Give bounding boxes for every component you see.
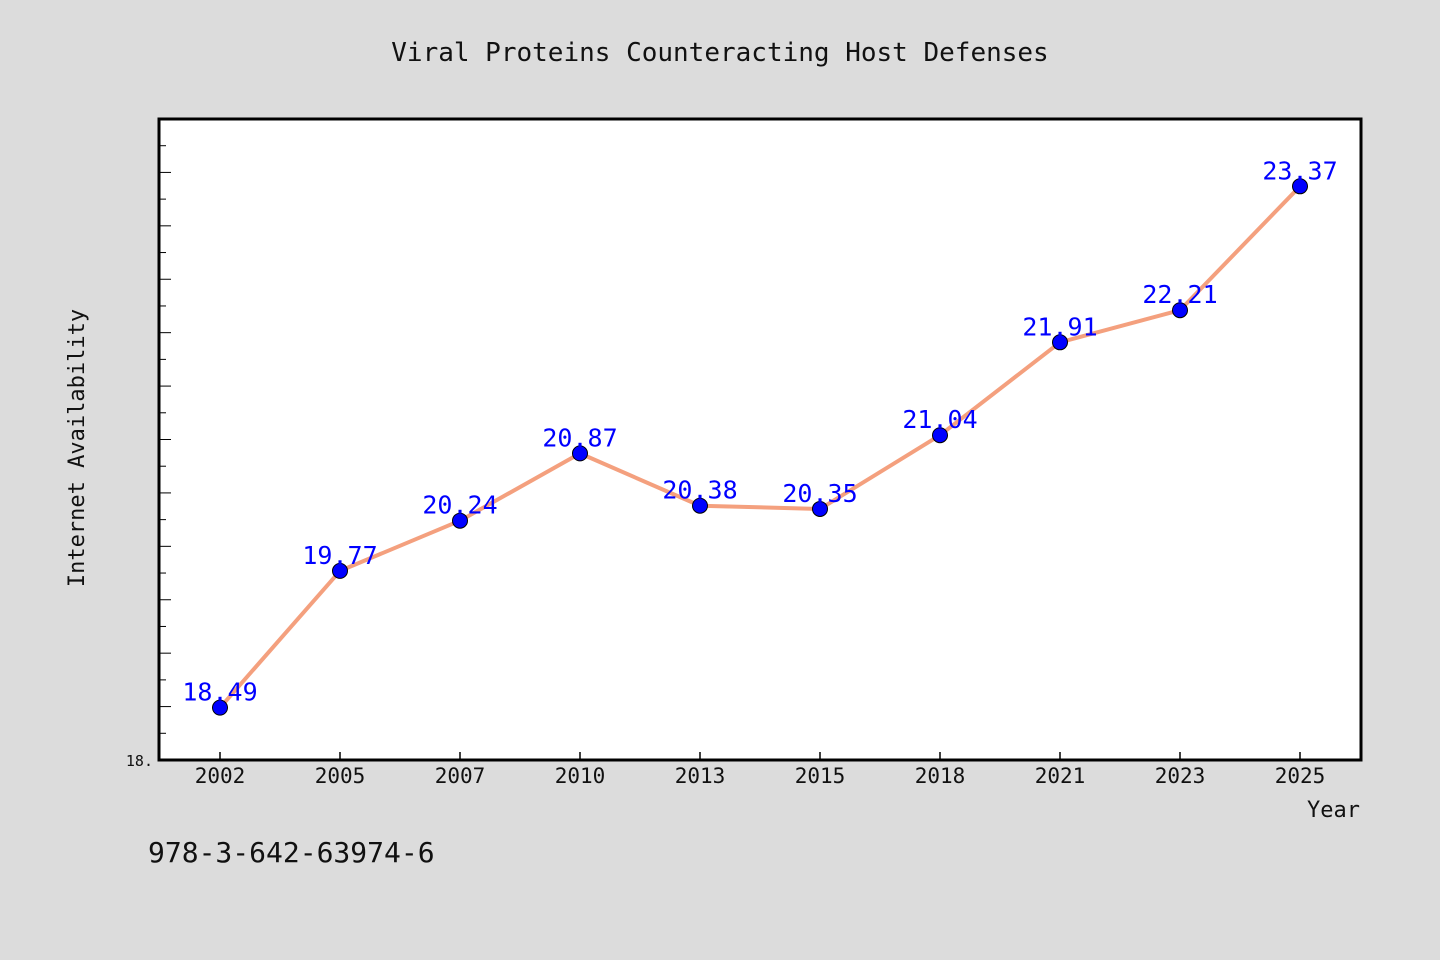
x-tick-label: 2007 <box>435 764 486 788</box>
x-tick-label: 2013 <box>675 764 726 788</box>
data-point <box>572 445 588 462</box>
plot-area <box>157 117 1363 762</box>
data-label: 22.21 <box>1142 280 1217 309</box>
data-label: 20.87 <box>542 423 617 452</box>
y-axis-ticks <box>159 145 171 734</box>
data-label: 18.49 <box>182 678 257 707</box>
data-label: 23.37 <box>1262 156 1337 185</box>
x-tick-label: 2015 <box>795 764 846 788</box>
x-axis-tick-labels: 2002 2005 2007 2010 2013 2015 2018 2021 2023 2025 <box>195 764 1326 788</box>
data-point <box>1292 178 1308 195</box>
series-line <box>218 184 1302 709</box>
data-label: 20.35 <box>782 479 857 508</box>
y-tick-label: 18. <box>126 752 153 770</box>
series-0: 18.49 19.77 20.24 20.87 20.38 20.35 21.04 21.91… <box>182 156 1338 716</box>
x-tick-label: 2021 <box>1035 764 1086 788</box>
x-axis-label: Year <box>1307 798 1360 823</box>
x-tick-label: 2023 <box>1155 764 1206 788</box>
data-point <box>812 500 828 517</box>
data-point <box>1052 334 1068 351</box>
data-point <box>332 562 348 579</box>
data-label: 19.77 <box>302 541 377 570</box>
x-tick-label: 2025 <box>1275 764 1326 788</box>
x-axis-ticks <box>219 752 1301 760</box>
data-point <box>452 512 468 529</box>
data-point <box>1172 302 1188 319</box>
data-label: 21.91 <box>1022 312 1097 341</box>
data-label: 20.24 <box>422 491 497 520</box>
isbn-text: 978-3-642-63974-6 <box>148 836 435 869</box>
data-label: 20.38 <box>662 476 737 505</box>
chart-title: Viral Proteins Counteracting Host Defens… <box>391 38 1048 68</box>
x-tick-label: 2002 <box>195 764 246 788</box>
data-point <box>692 497 708 514</box>
x-tick-label: 2010 <box>555 764 606 788</box>
data-point <box>932 427 948 444</box>
x-tick-label: 2018 <box>915 764 966 788</box>
data-point <box>212 699 228 716</box>
data-label: 21.04 <box>902 405 977 434</box>
y-axis-label: Internet Availability <box>65 309 90 587</box>
x-tick-label: 2005 <box>315 764 366 788</box>
